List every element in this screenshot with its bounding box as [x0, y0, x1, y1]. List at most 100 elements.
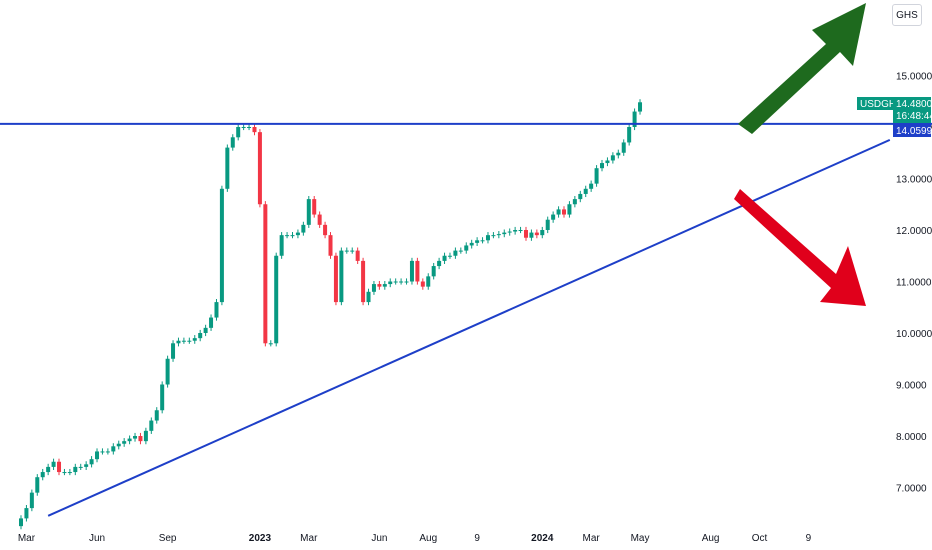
price-badge-value-bg — [893, 97, 931, 123]
candle-body — [35, 477, 40, 493]
candle-body — [62, 472, 67, 474]
candle-body — [366, 291, 371, 303]
y-tick-label: 12.0000 — [896, 226, 932, 237]
candle-body — [382, 284, 387, 287]
candle-body — [274, 255, 279, 344]
candle-body — [46, 466, 51, 473]
level-badge-bg — [893, 124, 931, 137]
candle-body — [545, 219, 550, 230]
candle-body — [556, 209, 561, 215]
candle-body — [605, 160, 610, 164]
candle-body — [51, 461, 56, 467]
candle-body — [437, 260, 442, 267]
candle-body — [600, 163, 605, 169]
x-tick-label: Aug — [702, 533, 720, 544]
candle-body — [485, 235, 490, 241]
candle-body — [551, 214, 556, 220]
candle-body — [138, 436, 143, 442]
candle-body — [257, 132, 262, 205]
candle-body — [176, 340, 181, 344]
candle-body — [252, 127, 257, 133]
price-badge: USDGHS 14.4800 16:48:44 — [857, 97, 932, 123]
candle-body — [610, 155, 615, 161]
candle-body — [181, 340, 186, 342]
candle-body — [502, 232, 507, 235]
candle-body — [133, 436, 138, 439]
trendlines — [0, 122, 932, 517]
candle-body — [328, 235, 333, 256]
x-tick-label: Jun — [89, 533, 105, 544]
price-badge-bg — [857, 97, 893, 110]
candle-body — [534, 232, 539, 236]
candle-body — [317, 214, 322, 225]
candle-body — [523, 230, 528, 238]
candle-body — [78, 466, 83, 468]
candle-body — [24, 508, 29, 519]
candle-body — [399, 281, 404, 283]
candle-body — [453, 250, 458, 256]
candle-body — [350, 250, 355, 252]
candle-body — [241, 127, 246, 128]
x-tick-label: 9 — [474, 533, 480, 544]
candle-body — [295, 232, 300, 236]
currency-selector[interactable]: GHS — [892, 4, 922, 26]
candle-body — [285, 235, 290, 237]
arrow-up-shape — [738, 3, 866, 134]
x-tick-label: Mar — [18, 533, 36, 544]
candle-body — [219, 188, 224, 303]
candle-body — [122, 441, 127, 444]
candle-body — [377, 284, 382, 287]
candle-body — [127, 438, 132, 442]
candle-body — [143, 430, 148, 442]
candle-body — [572, 199, 577, 205]
price-badge-countdown: 16:48:44 — [896, 111, 932, 122]
x-tick-label: 2024 — [531, 533, 554, 544]
candle-body — [333, 255, 338, 303]
candle-body — [616, 152, 621, 156]
candle-body — [567, 204, 572, 215]
candle-body — [306, 199, 311, 225]
candle-body — [84, 464, 89, 467]
candle-body — [105, 451, 110, 453]
candle-body — [562, 209, 566, 215]
candle-body — [464, 245, 469, 251]
candle-body — [529, 232, 534, 238]
x-tick-label: Aug — [419, 533, 437, 544]
candle-body — [578, 193, 583, 200]
candle-body — [323, 224, 328, 236]
candle-body — [301, 224, 306, 233]
x-tick-label: Mar — [583, 533, 601, 544]
candle-body — [431, 266, 436, 277]
y-tick-label: 9.0000 — [896, 381, 927, 392]
x-tick-label: 2023 — [249, 533, 272, 544]
candle-body — [57, 461, 62, 473]
candle-body — [475, 240, 480, 243]
candle-body — [442, 255, 447, 261]
candle-body — [290, 235, 295, 237]
candle-body — [540, 230, 545, 236]
candle-body — [469, 242, 474, 246]
x-tick-label: Oct — [752, 533, 768, 544]
candle-body — [361, 260, 366, 303]
x-tick-label: Sep — [159, 533, 177, 544]
x-tick-label: Mar — [300, 533, 318, 544]
candle-body — [594, 168, 599, 184]
level-badge-value: 14.0599 — [896, 126, 932, 137]
candle-body — [192, 338, 197, 341]
y-tick-label: 13.0000 — [896, 175, 932, 186]
candle-body — [116, 443, 121, 447]
price-badge-symbol: USDGHS — [860, 99, 903, 110]
candle-body — [627, 127, 632, 143]
price-badge-price: 14.4800 — [896, 99, 932, 110]
candle-body — [73, 466, 78, 473]
candle-body — [355, 250, 360, 261]
candle-body — [247, 127, 252, 128]
candle-body — [154, 410, 159, 421]
candle-body — [160, 384, 165, 411]
candle-body — [89, 459, 94, 465]
candle-body — [458, 250, 463, 252]
x-tick-label: 9 — [806, 533, 812, 544]
candle-body — [268, 343, 273, 345]
candle-body — [491, 235, 496, 237]
